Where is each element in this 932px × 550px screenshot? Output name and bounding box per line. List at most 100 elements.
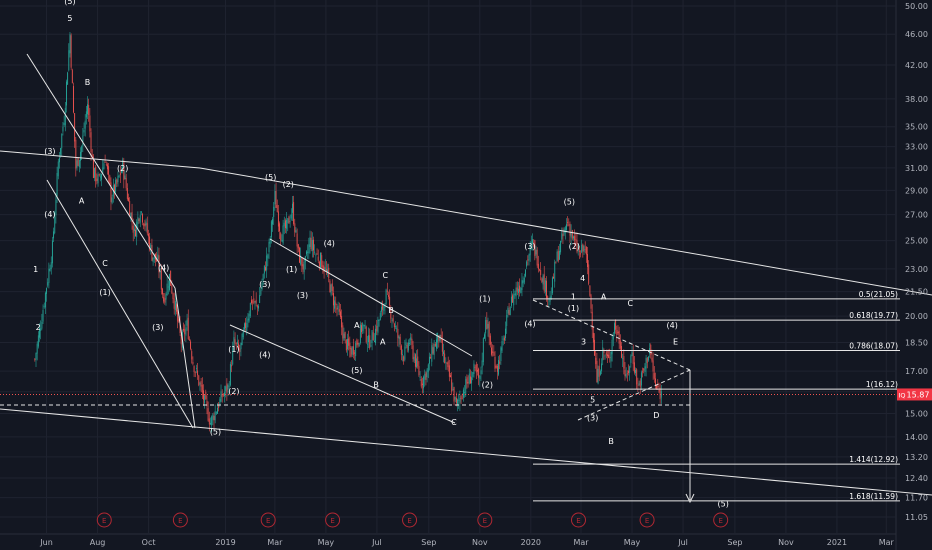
candle	[420, 376, 422, 389]
candle	[44, 291, 46, 315]
candle-body	[520, 287, 522, 293]
candle-body	[34, 359, 36, 360]
candle-body	[43, 306, 45, 308]
channel-a-upper	[26, 53, 176, 289]
candle-body	[391, 319, 393, 321]
candle-body	[256, 305, 258, 308]
candle	[51, 236, 53, 268]
fib-label: 0.618(19.77)	[849, 311, 898, 320]
candle	[576, 232, 578, 254]
candle	[660, 385, 662, 404]
candle-body	[95, 166, 97, 182]
candle-body	[274, 190, 276, 205]
candle-body	[556, 251, 558, 261]
candle-body	[426, 369, 428, 378]
candle	[453, 386, 455, 406]
candle	[344, 331, 346, 344]
candle	[393, 322, 395, 332]
candle-body	[472, 372, 474, 377]
candle	[256, 304, 258, 315]
candle-body	[370, 345, 372, 347]
candle-body	[39, 327, 40, 338]
candle-body	[236, 341, 238, 344]
candle	[523, 273, 525, 285]
x-axis[interactable]: Jun Aug Oct 2019 Mar May Jul Sep Nov 2020 Mar May Ju…	[39, 538, 894, 547]
candle-body	[195, 368, 197, 369]
candle	[265, 261, 266, 272]
candle	[467, 375, 469, 388]
candle	[402, 349, 403, 362]
trendlines	[0, 53, 932, 504]
candle	[218, 401, 220, 412]
candle	[167, 280, 169, 295]
candle-body	[466, 377, 468, 384]
candle-body	[605, 352, 607, 356]
candle	[410, 333, 412, 346]
candle-body	[329, 280, 331, 293]
candle-body	[166, 283, 168, 295]
last-price-badge	[907, 388, 932, 401]
candle-body	[554, 261, 556, 282]
candle-body	[214, 410, 216, 421]
candle	[101, 173, 103, 187]
candle	[625, 367, 627, 379]
candle-body	[206, 400, 208, 407]
candle-body	[397, 328, 399, 338]
candle-body	[262, 274, 264, 280]
candle	[183, 322, 184, 333]
wave-label: 3	[581, 337, 586, 346]
candle-body	[601, 363, 603, 372]
candle-body	[643, 368, 645, 371]
candle	[595, 350, 597, 369]
candle-body	[638, 383, 640, 386]
candle	[98, 173, 100, 177]
y-tick-label: 46.00	[905, 30, 928, 39]
candle	[321, 252, 323, 268]
candle	[165, 292, 167, 306]
candle-body	[434, 344, 436, 347]
candle	[210, 417, 211, 426]
candle-body	[527, 259, 529, 261]
candle	[258, 304, 259, 312]
candle-body	[255, 299, 257, 304]
candle	[543, 266, 545, 294]
candle	[562, 227, 564, 244]
candle	[604, 354, 606, 360]
candle	[201, 377, 203, 399]
candle	[519, 278, 521, 297]
x-tick-label: 2021	[827, 538, 847, 547]
candle	[260, 288, 262, 296]
candle	[85, 106, 87, 125]
last-price-tag: IQ 15.87	[0, 388, 932, 401]
candle-body	[398, 336, 400, 339]
candle-body	[158, 255, 160, 273]
candle	[400, 344, 402, 361]
candle	[368, 327, 370, 348]
candle	[205, 389, 207, 400]
candle-body	[308, 244, 310, 254]
candle-body	[88, 105, 90, 116]
candle	[124, 170, 126, 180]
candle	[170, 270, 172, 286]
candle	[659, 383, 661, 404]
candle	[440, 328, 442, 343]
candle	[311, 232, 313, 258]
candle	[239, 344, 241, 361]
candle-body	[64, 107, 66, 126]
candle-body	[420, 378, 422, 387]
candle	[389, 289, 391, 308]
candle-body	[199, 383, 201, 385]
candle-body	[301, 257, 303, 267]
candle	[384, 302, 386, 315]
candle	[193, 365, 195, 377]
candle-body	[542, 275, 544, 285]
candle	[619, 334, 621, 351]
candle	[318, 260, 320, 271]
candle-body	[50, 262, 52, 270]
candle	[567, 216, 569, 227]
candle	[638, 380, 640, 386]
candle	[166, 276, 168, 296]
candle	[441, 331, 443, 357]
candle-body	[77, 157, 79, 166]
